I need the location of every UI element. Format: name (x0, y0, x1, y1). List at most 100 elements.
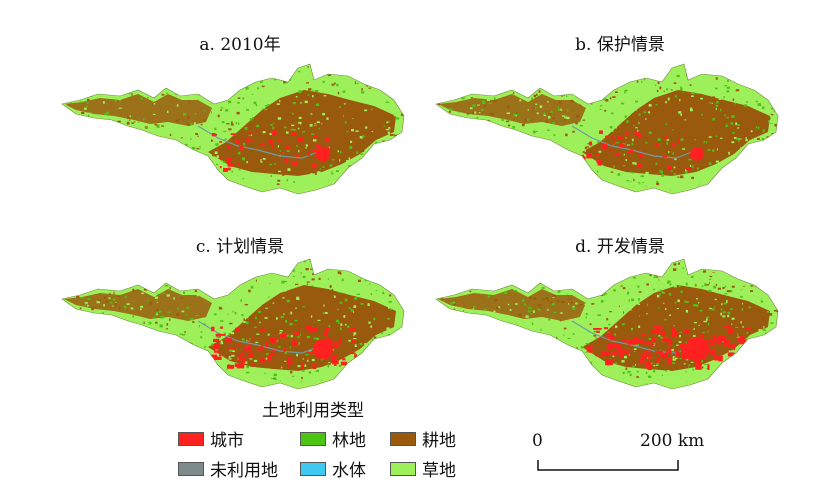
land-use-pixel (365, 71, 367, 74)
land-use-pixel (71, 143, 74, 145)
land-use-pixel (158, 310, 162, 313)
land-use-pixel (126, 327, 129, 330)
land-use-pixel (468, 333, 472, 336)
land-use-pixel (209, 194, 211, 196)
land-use-pixel (708, 195, 711, 196)
land-use-pixel (656, 148, 659, 150)
land-use-pixel (491, 364, 494, 368)
land-use-pixel (232, 185, 235, 187)
land-use-pixel (730, 308, 734, 310)
land-use-pixel (244, 68, 248, 70)
land-use-pixel (630, 328, 634, 331)
urban-patch (619, 352, 625, 358)
land-use-pixel (609, 126, 613, 129)
urban-patch (684, 329, 690, 334)
land-use-pixel (395, 352, 397, 355)
urban-patch (751, 358, 756, 363)
land-use-pixel (160, 315, 164, 319)
land-use-pixel (165, 156, 168, 158)
land-use-pixel (163, 178, 166, 181)
land-use-pixel (513, 119, 515, 121)
land-use-pixel (685, 364, 689, 367)
land-use-pixel (164, 267, 168, 270)
land-use-pixel (321, 68, 325, 70)
land-use-pixel (704, 365, 708, 368)
land-use-pixel (87, 94, 90, 97)
land-use-pixel (436, 324, 439, 327)
land-use-pixel (222, 262, 226, 266)
land-use-pixel (297, 127, 300, 130)
land-use-pixel (584, 303, 586, 305)
land-use-pixel (779, 304, 781, 305)
land-use-pixel (693, 268, 698, 271)
land-use-pixel (453, 61, 455, 62)
land-use-pixel (522, 299, 525, 302)
land-use-pixel (300, 272, 302, 274)
land-use-pixel (118, 190, 121, 194)
land-use-pixel (394, 165, 397, 168)
land-use-pixel (502, 133, 506, 136)
land-use-pixel (244, 104, 248, 107)
land-use-pixel (572, 155, 577, 158)
land-use-pixel (585, 262, 587, 265)
land-use-pixel (378, 344, 380, 348)
land-use-pixel (503, 155, 506, 158)
land-use-pixel (149, 277, 153, 280)
land-use-pixel (249, 358, 253, 360)
land-use-pixel (527, 109, 529, 111)
land-use-pixel (761, 296, 764, 299)
land-use-pixel (161, 382, 165, 386)
land-use-pixel (405, 358, 408, 360)
land-use-pixel (629, 372, 631, 374)
land-use-pixel (628, 353, 631, 356)
urban-patch (339, 337, 342, 344)
land-use-pixel (210, 94, 213, 97)
land-use-pixel (94, 124, 98, 126)
urban-patch (627, 151, 630, 154)
land-use-pixel (95, 282, 99, 285)
land-use-pixel (193, 331, 197, 333)
land-use-pixel (706, 318, 708, 321)
land-use-pixel (623, 311, 625, 314)
land-use-pixel (68, 186, 70, 189)
land-use-pixel (265, 357, 269, 360)
panel-title-a: a. 2010年 (199, 35, 281, 55)
panel-title-d: d. 开发情景 (575, 237, 665, 257)
land-use-pixel (565, 361, 567, 364)
land-use-pixel (780, 315, 782, 318)
land-use-pixel (253, 130, 255, 133)
land-use-pixel (71, 350, 73, 353)
land-use-pixel (140, 305, 144, 308)
land-use-pixel (777, 374, 778, 376)
land-use-pixel (564, 374, 566, 377)
land-use-pixel (218, 306, 223, 310)
land-use-pixel (642, 64, 645, 67)
land-use-pixel (75, 175, 78, 178)
land-use-pixel (712, 118, 715, 121)
land-use-pixel (570, 99, 574, 103)
land-use-pixel (322, 80, 325, 83)
land-use-pixel (346, 150, 350, 152)
land-use-pixel (398, 143, 401, 145)
land-use-pixel (386, 379, 389, 382)
land-use-pixel (764, 342, 767, 344)
land-use-pixel (256, 333, 260, 335)
land-use-pixel (549, 329, 553, 331)
land-use-pixel (689, 323, 692, 326)
land-use-pixel (234, 259, 236, 260)
land-use-pixel (773, 163, 776, 166)
land-use-pixel (375, 264, 378, 268)
land-use-pixel (327, 362, 331, 364)
land-use-pixel (312, 89, 314, 92)
land-use-pixel (385, 101, 389, 103)
land-use-pixel (396, 117, 400, 120)
land-use-pixel (201, 81, 206, 85)
land-use-pixel (547, 299, 550, 302)
urban-patch (727, 352, 735, 357)
land-use-pixel (127, 268, 129, 271)
land-use-pixel (506, 112, 510, 114)
land-use-pixel (231, 170, 233, 173)
land-use-pixel (372, 176, 375, 179)
land-use-pixel (710, 142, 712, 146)
land-use-pixel (489, 360, 493, 363)
